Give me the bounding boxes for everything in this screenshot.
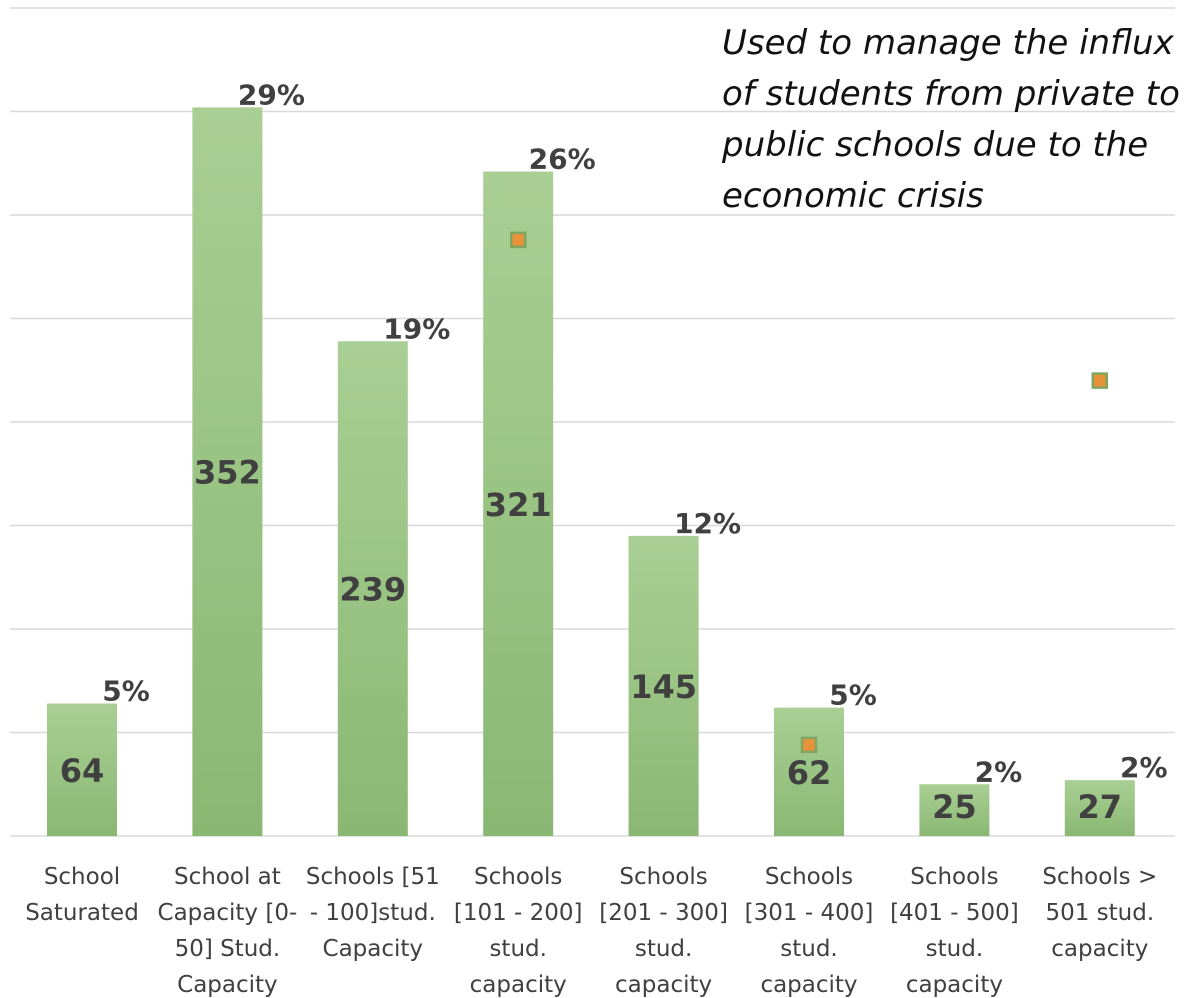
x-tick-label-line: capacity <box>615 972 712 998</box>
bar <box>483 171 554 836</box>
annotation-line-1: Used to manage the influx <box>722 23 1174 63</box>
x-tick-label: Schools [401 - 500] stud. capacity <box>890 864 1019 998</box>
x-tick-label-line: [301 - 400] <box>745 900 874 926</box>
x-tick-label-line: Schools <box>474 864 562 890</box>
x-tick-label-line: stud. <box>489 936 547 962</box>
value-label: 352 <box>194 454 261 492</box>
annotation-note: Used to manage the influx of students fr… <box>722 18 1188 222</box>
x-axis-tick-labels: School Saturated School at Capacity [0- 50] … <box>25 864 1157 998</box>
x-tick-label: School at Capacity [0- 50] Stud. Capacity <box>158 864 298 998</box>
bar <box>919 784 990 836</box>
x-tick-label-line: Capacity <box>177 972 278 998</box>
percent-label: 19% <box>383 312 450 345</box>
bar <box>337 341 408 836</box>
x-tick-label-line: School at <box>174 864 281 890</box>
x-tick-label-line: Capacity [0- <box>158 900 298 926</box>
markers <box>509 231 1109 754</box>
value-label: 239 <box>339 571 406 609</box>
value-label: 145 <box>630 668 697 706</box>
value-label: 25 <box>932 788 977 826</box>
bar <box>47 703 117 836</box>
x-tick-label-line: capacity <box>906 972 1003 998</box>
x-tick-label-line: 50] Stud. <box>175 936 281 962</box>
x-tick-label: Schools [101 - 200] stud. capacity <box>454 864 583 998</box>
value-label: 64 <box>60 752 105 790</box>
bars <box>47 107 1135 837</box>
x-tick-label-line: stud. <box>780 936 838 962</box>
x-tick-label-line: capacity <box>470 972 567 998</box>
x-tick-label-line: Schools <box>910 864 998 890</box>
x-tick-label: Schools [51 - 100]stud. Capacity <box>306 864 440 962</box>
percent-label: 29% <box>238 78 305 111</box>
x-tick-label: School Saturated <box>25 864 139 926</box>
x-tick-label-line: School <box>44 864 120 890</box>
bar <box>628 535 699 836</box>
annotation-line-3: public schools due to the <box>722 125 1149 165</box>
value-label: 27 <box>1078 788 1123 826</box>
x-tick-label-line: Capacity <box>323 936 424 962</box>
x-tick-label-line: capacity <box>1051 936 1148 962</box>
marker-point <box>509 231 527 249</box>
percent-label: 5% <box>102 675 150 708</box>
x-tick-label-line: [201 - 300] <box>599 900 728 926</box>
x-tick-label-line: [401 - 500] <box>890 900 1019 926</box>
x-tick-label-line: Schools <box>619 864 707 890</box>
percent-label: 26% <box>529 143 596 176</box>
x-tick-label-line: Saturated <box>25 900 139 926</box>
bar <box>1064 780 1135 836</box>
x-tick-label: Schools [201 - 300] stud. capacity <box>599 864 728 998</box>
x-tick-label-line: stud. <box>926 936 984 962</box>
x-tick-label: Schools [301 - 400] stud. capacity <box>745 864 874 998</box>
percent-label: 12% <box>674 507 741 540</box>
annotation-line-2: of students from private to <box>722 74 1180 114</box>
bar <box>192 107 263 837</box>
value-label: 62 <box>787 754 832 792</box>
x-tick-label-line: [101 - 200] <box>454 900 583 926</box>
percent-label: 2% <box>975 755 1023 788</box>
value-label: 321 <box>485 486 552 524</box>
x-tick-label-line: Schools <box>765 864 853 890</box>
marker-point <box>1091 372 1109 389</box>
marker-point <box>800 736 818 754</box>
x-tick-label-line: stud. <box>635 936 693 962</box>
x-tick-label-line: Schools [51 <box>306 864 440 890</box>
x-tick-label-line: Schools > <box>1042 864 1157 890</box>
x-tick-label-line: - 100]stud. <box>310 900 436 926</box>
x-tick-label-line: 501 stud. <box>1045 900 1154 926</box>
x-tick-label: Schools > 501 stud. capacity <box>1042 864 1157 962</box>
percent-label: 2% <box>1120 751 1168 784</box>
percent-label: 5% <box>829 679 877 712</box>
bar <box>774 707 844 836</box>
annotation-line-4: economic crisis <box>722 176 984 216</box>
x-tick-label-line: capacity <box>760 972 857 998</box>
